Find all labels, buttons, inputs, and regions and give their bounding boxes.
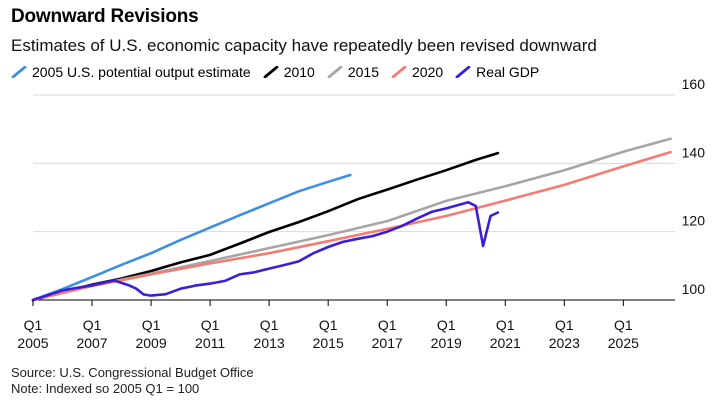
chart-title: Downward Revisions bbox=[11, 6, 199, 27]
legend: 2005 U.S. potential output estimate 2010 2… bbox=[11, 64, 551, 80]
x-tick-year: 2009 bbox=[135, 335, 166, 351]
legend-item: 2020 bbox=[391, 64, 443, 80]
x-tick-quarter: Q1 bbox=[142, 317, 161, 333]
x-tick-year: 2021 bbox=[490, 335, 521, 351]
x-tick-year: 2023 bbox=[549, 335, 580, 351]
legend-label: 2005 U.S. potential output estimate bbox=[32, 64, 251, 80]
x-tick-quarter: Q1 bbox=[201, 317, 220, 333]
legend-swatch bbox=[391, 66, 407, 78]
x-tick-quarter: Q1 bbox=[378, 317, 397, 333]
series-line-4 bbox=[31, 201, 500, 302]
legend-label: 2015 bbox=[347, 64, 380, 80]
legend-item: 2005 U.S. potential output estimate bbox=[11, 64, 251, 80]
x-tick-year: 2019 bbox=[431, 335, 462, 351]
source-note: Source: U.S. Congressional Budget Office bbox=[11, 365, 254, 380]
y-axis: 100 120 140 160 bbox=[682, 76, 706, 297]
x-tick-year: 2017 bbox=[372, 335, 403, 351]
x-tick-quarter: Q1 bbox=[24, 317, 43, 333]
series-line-0 bbox=[31, 173, 352, 302]
y-tick-label: 120 bbox=[682, 213, 706, 229]
y-tick-label: 160 bbox=[682, 76, 706, 92]
legend-item: 2010 bbox=[263, 64, 315, 80]
grid bbox=[33, 94, 675, 301]
x-tick-year: 2015 bbox=[313, 335, 344, 351]
series-lines bbox=[31, 137, 672, 302]
legend-swatch bbox=[11, 66, 27, 78]
x-tick-quarter: Q1 bbox=[260, 317, 279, 333]
x-tick-year: 2025 bbox=[608, 335, 639, 351]
index-note: Note: Indexed so 2005 Q1 = 100 bbox=[11, 381, 200, 396]
y-tick-label: 100 bbox=[682, 281, 706, 297]
legend-swatch bbox=[263, 66, 279, 78]
x-tick-quarter: Q1 bbox=[555, 317, 574, 333]
chart-subtitle: Estimates of U.S. economic capacity have… bbox=[11, 36, 597, 55]
series-line-1 bbox=[31, 151, 500, 302]
x-tick-quarter: Q1 bbox=[496, 317, 515, 333]
x-tick-quarter: Q1 bbox=[319, 317, 338, 333]
x-tick-quarter: Q1 bbox=[614, 317, 633, 333]
legend-swatch bbox=[327, 66, 343, 78]
y-tick-label: 140 bbox=[682, 144, 706, 160]
x-axis: Q1 2005 Q1 2007 Q1 2009 Q1 2011 Q1 2013 Q1 2015 Q1 20… bbox=[17, 300, 639, 351]
x-tick-quarter: Q1 bbox=[437, 317, 456, 333]
x-tick-quarter: Q1 bbox=[83, 317, 102, 333]
legend-label: 2010 bbox=[283, 64, 315, 80]
x-tick-year: 2007 bbox=[76, 335, 107, 351]
series-line-3 bbox=[31, 150, 672, 302]
x-tick-year: 2011 bbox=[195, 335, 225, 351]
legend-swatch bbox=[455, 66, 471, 78]
legend-item: 2015 bbox=[327, 64, 379, 80]
legend-item: Real GDP bbox=[455, 64, 539, 80]
legend-label: Real GDP bbox=[476, 64, 540, 80]
x-tick-year: 2013 bbox=[254, 335, 285, 351]
x-tick-year: 2005 bbox=[17, 335, 48, 351]
legend-label: 2020 bbox=[412, 64, 444, 80]
